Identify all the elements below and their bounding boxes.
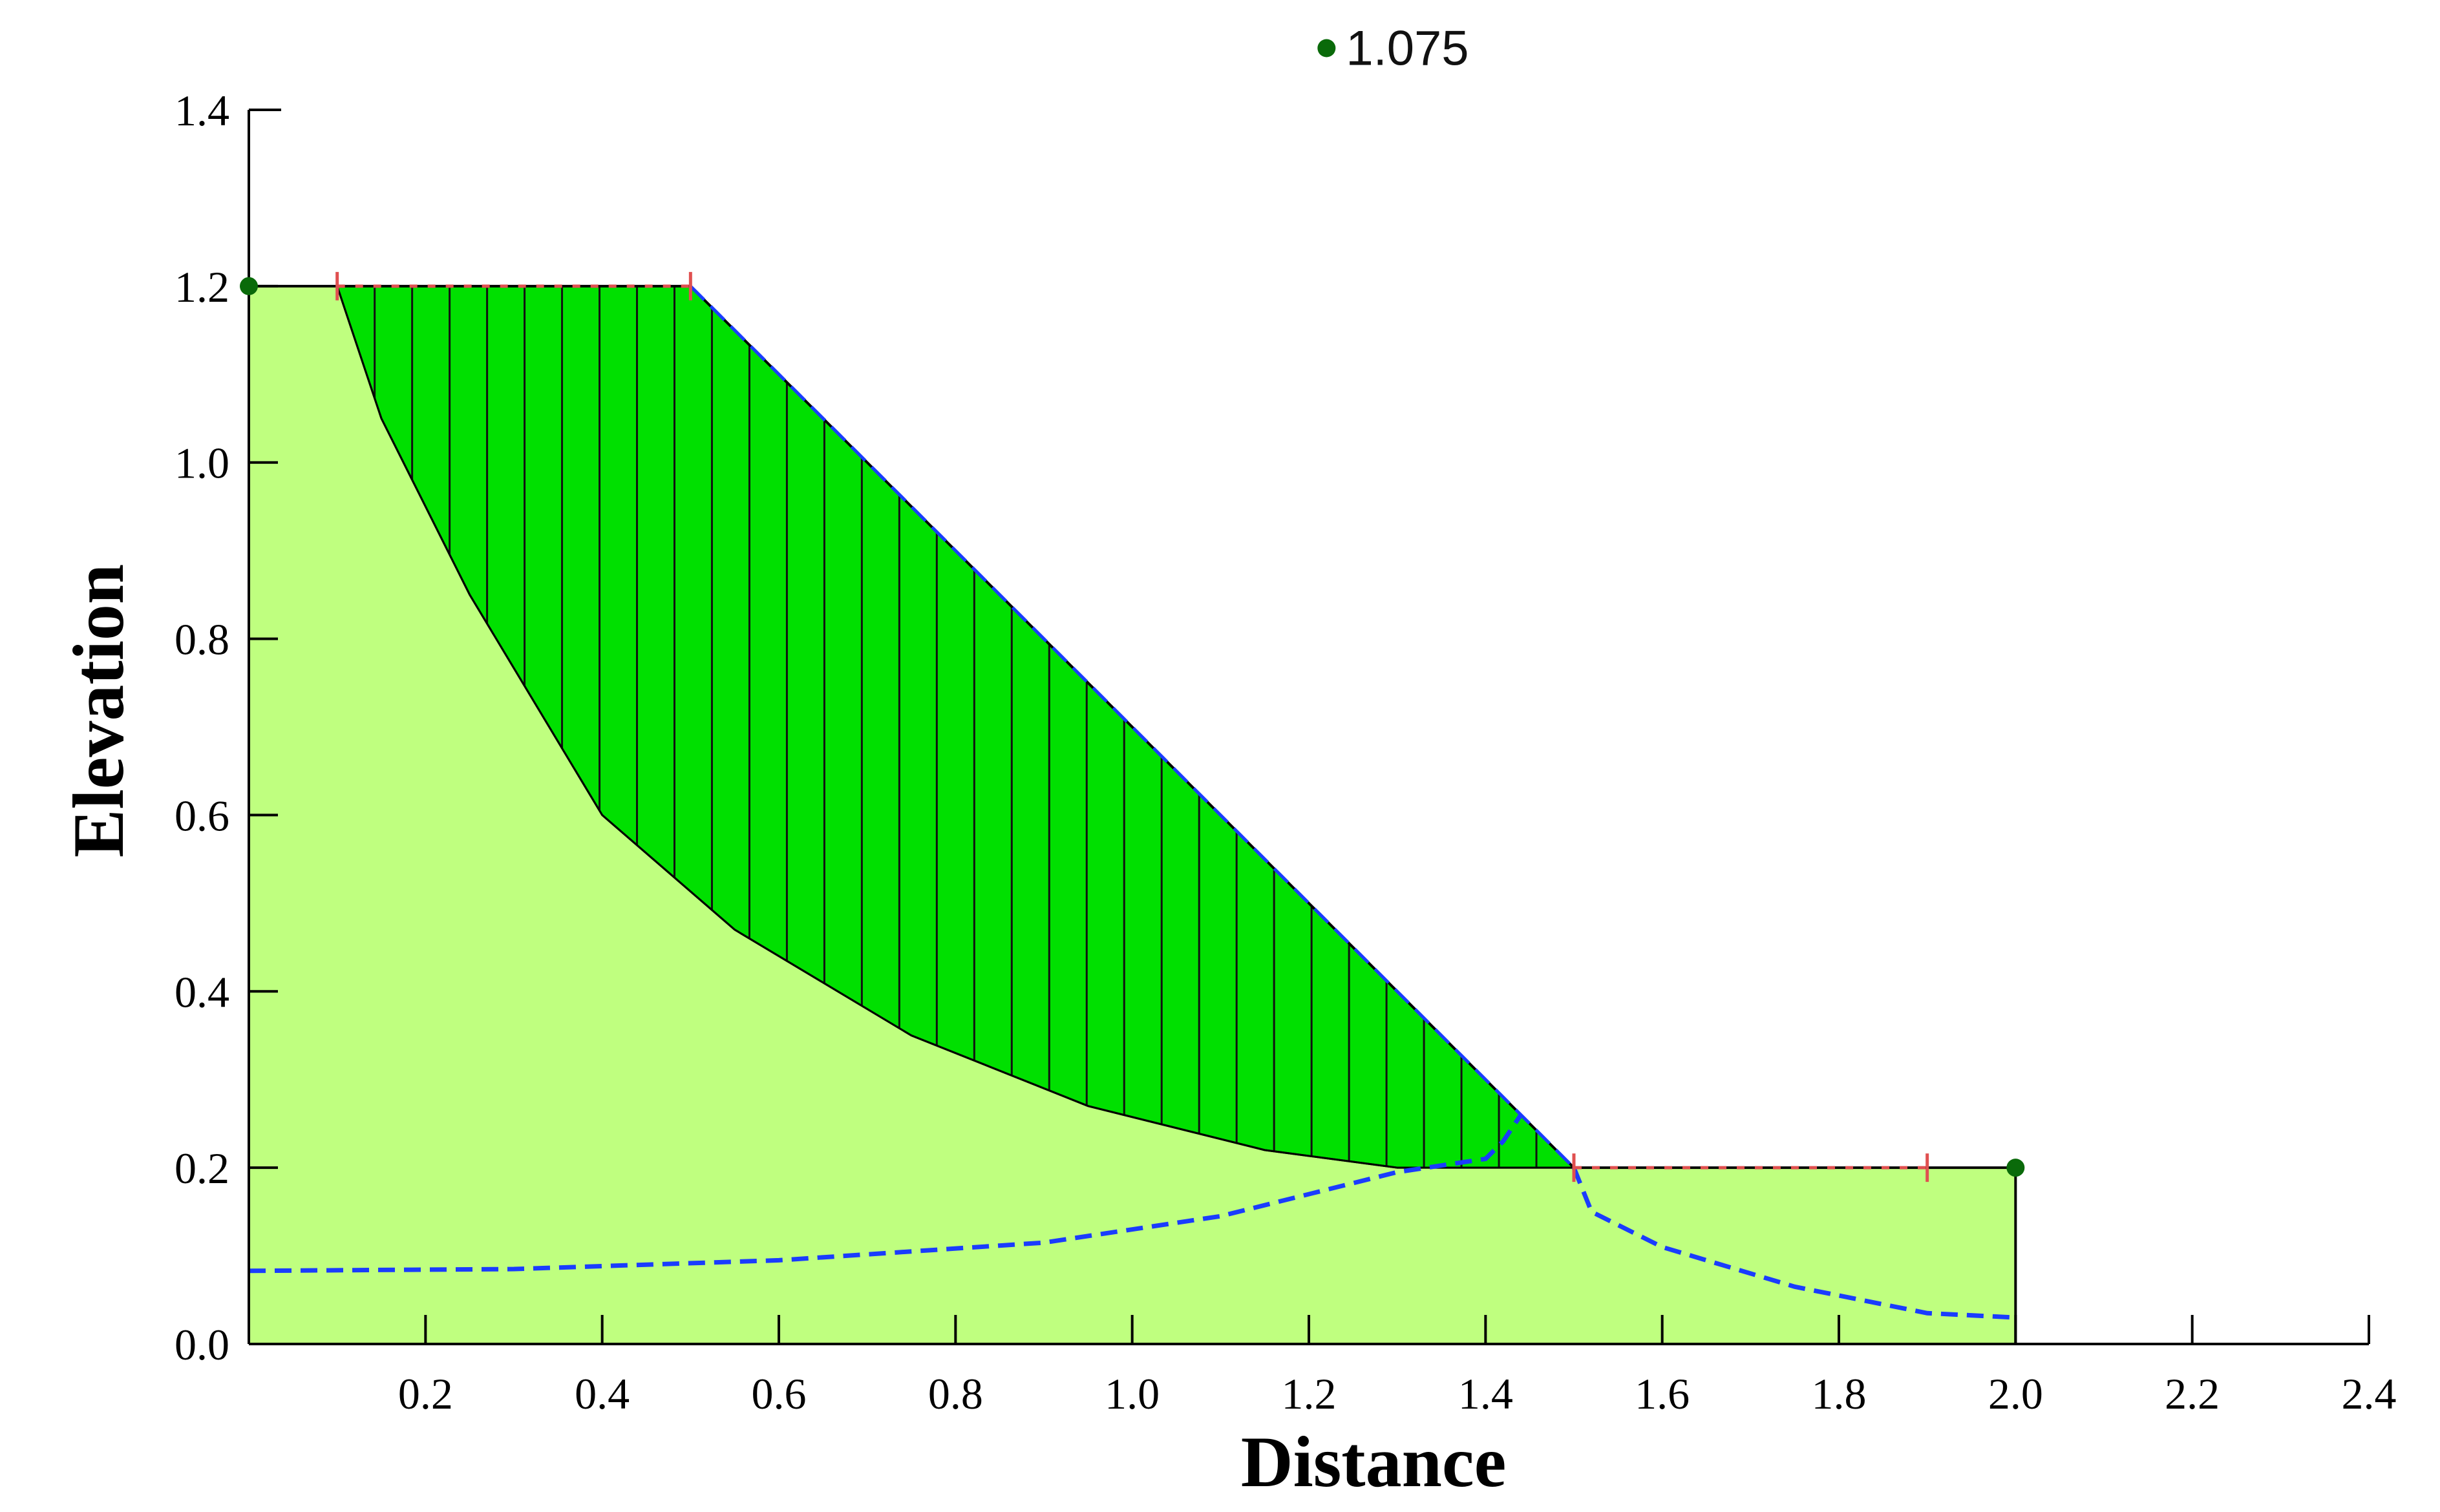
fos-point: [1317, 39, 1336, 58]
y-tick-label: 1.2: [175, 262, 229, 311]
y-tick-label: 0.6: [175, 791, 229, 840]
factor-of-safety: 1.075: [1317, 21, 1469, 76]
x-tick-label: 0.8: [928, 1369, 983, 1418]
fos-label: 1.075: [1346, 21, 1469, 76]
boundary-marker: [2006, 1159, 2025, 1177]
x-tick-label: 0.4: [575, 1369, 630, 1418]
x-tick-label: 1.2: [1282, 1369, 1337, 1418]
x-tick-label: 1.0: [1105, 1369, 1160, 1418]
y-tick-label: 1.4: [175, 86, 229, 135]
x-tick-label: 2.2: [2165, 1369, 2220, 1418]
axes: 0.2 0.4 0.6 0.8 1.0 1.2 1.4 1.6 1.8 2.0 2.2 2.4 0.0 0…: [175, 86, 2397, 1418]
slip-mass: [335, 285, 1576, 1169]
y-tick-label: 0.4: [175, 967, 229, 1016]
x-tick-label: 2.0: [1988, 1369, 2043, 1418]
y-tick-label: 1.0: [175, 439, 229, 488]
x-tick-label: 0.2: [398, 1369, 453, 1418]
y-tick-label: 0.2: [175, 1144, 229, 1193]
x-tick-label: 1.6: [1635, 1369, 1690, 1418]
x-axis-title: Distance: [1241, 1422, 1507, 1502]
x-tick-label: 2.4: [2342, 1369, 2397, 1418]
slip-surface: [336, 286, 1574, 1169]
y-tick-label: 0.8: [175, 615, 229, 664]
x-tick-label: 1.8: [1812, 1369, 1867, 1418]
x-tick-label: 0.6: [752, 1369, 807, 1418]
boundary-marker: [240, 277, 258, 295]
slope-face-line: [689, 285, 1575, 1169]
y-tick-label: 0.0: [175, 1320, 229, 1369]
phreatic-line-toe: [1571, 1166, 2016, 1320]
x-tick-label: 1.4: [1458, 1369, 1513, 1418]
markers: [240, 271, 2025, 1182]
y-axis-title: Elevation: [59, 564, 139, 857]
